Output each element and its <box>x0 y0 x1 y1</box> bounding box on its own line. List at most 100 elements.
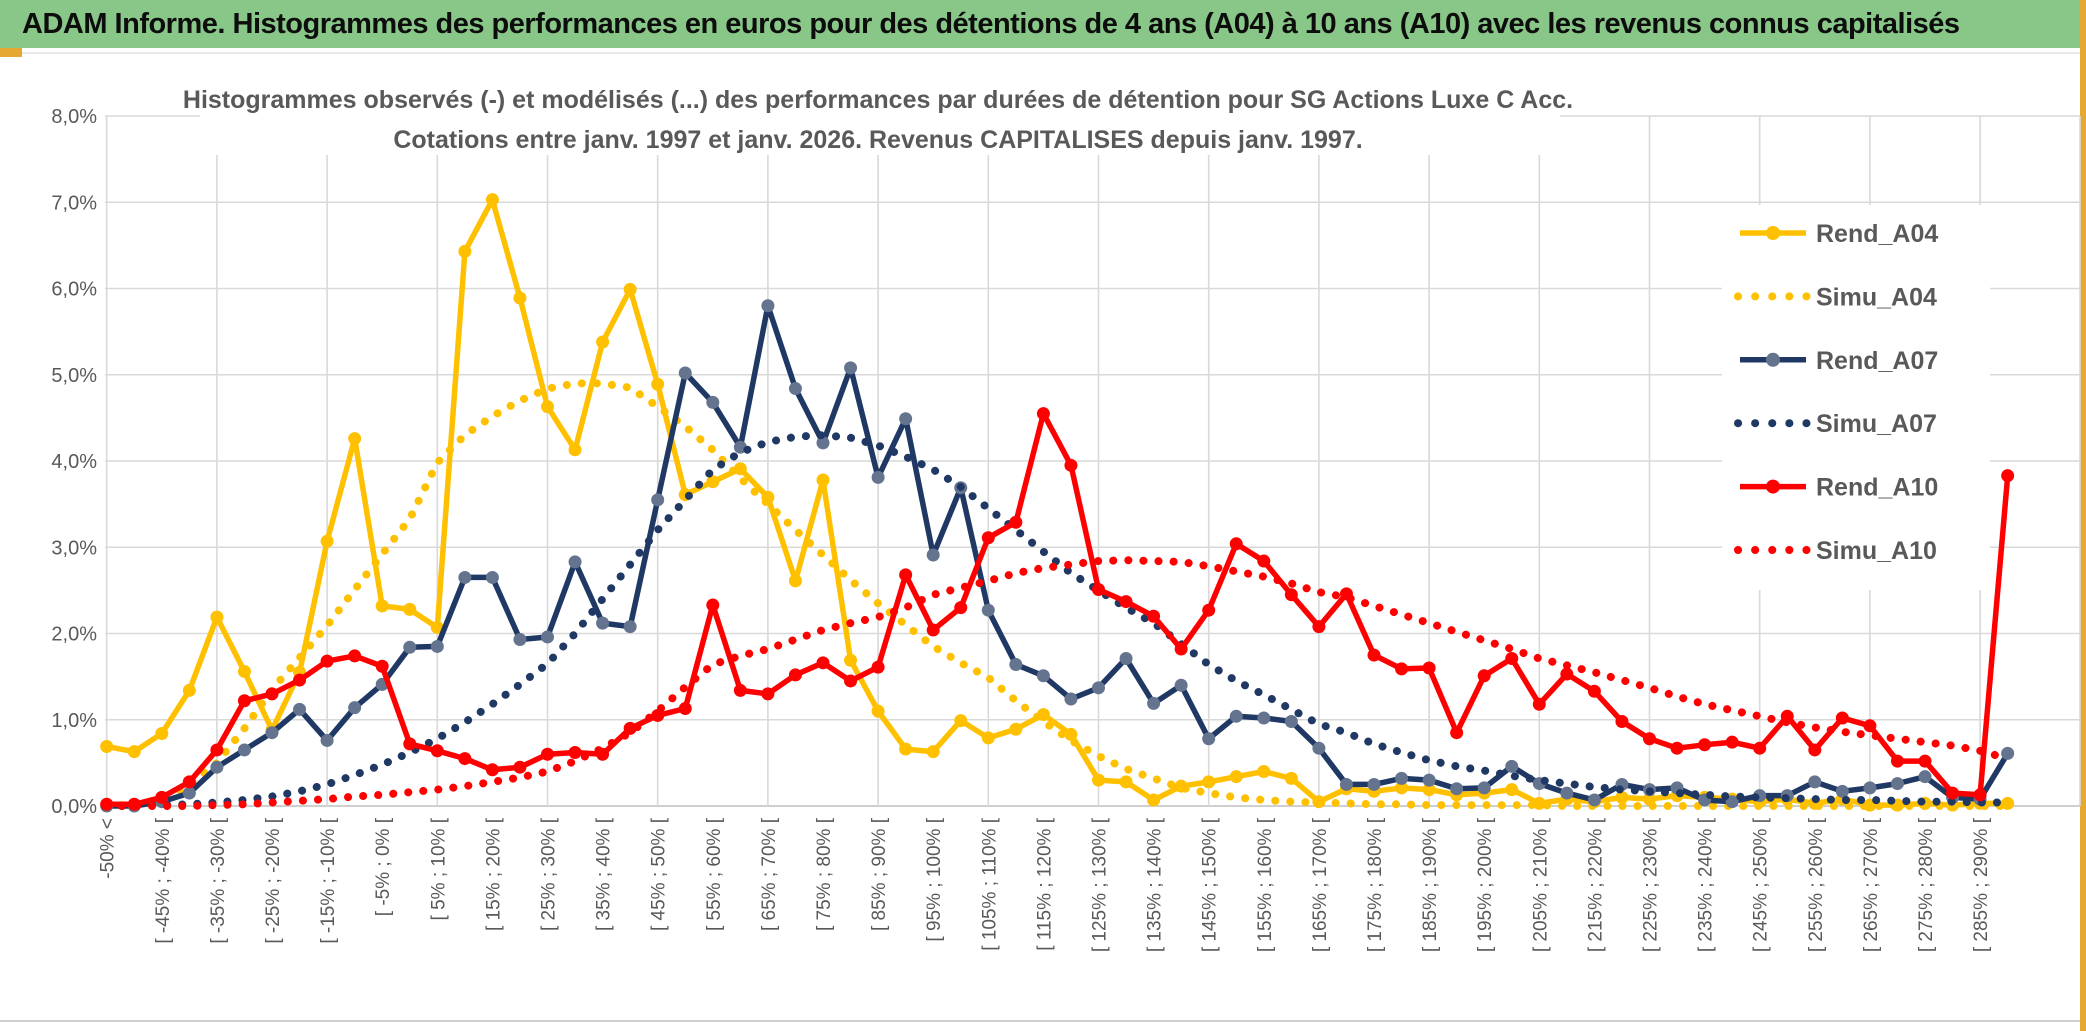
series-Rend_A07-marker <box>623 620 637 634</box>
series-Rend_A10-marker <box>293 673 307 687</box>
series-Rend_A10-marker <box>237 694 251 708</box>
x-tick-label: [ 265% ; 270% [ <box>1861 817 1882 952</box>
series-Rend_A10-marker <box>155 790 169 804</box>
series-Rend_A10-marker <box>733 683 747 697</box>
series-Rend_A10-marker <box>1946 786 1960 800</box>
y-tick-label: 4,0% <box>51 451 97 473</box>
series-Rend_A07-marker <box>816 436 830 450</box>
series-Rend_A04-marker <box>651 377 665 391</box>
series-Rend_A07-marker <box>1009 658 1023 672</box>
legend-marker-swatch <box>1766 479 1780 494</box>
series-Rend_A07-marker <box>1835 784 1849 798</box>
series-Rend_A04-marker <box>100 739 114 753</box>
series-Rend_A07-marker <box>1229 709 1243 723</box>
series-Rend_A07-marker <box>761 299 775 313</box>
series-Rend_A04-marker <box>1615 790 1629 804</box>
series-Rend_A07-marker <box>981 603 995 617</box>
series-Rend_A07-marker <box>1339 777 1353 791</box>
series-Rend_A10-marker <box>513 760 527 774</box>
x-tick-label: -50% < <box>98 818 119 879</box>
series-Rend_A04-marker <box>513 291 527 305</box>
series-Rend_A04-marker <box>541 400 554 414</box>
y-tick-label: 2,0% <box>51 624 97 646</box>
series-Rend_A07-marker <box>320 733 334 747</box>
x-tick-label: [ 95% ; 100% [ <box>924 817 945 941</box>
legend-label: Rend_A10 <box>1816 474 1938 502</box>
series-Rend_A07-marker <box>1284 714 1298 728</box>
series-Rend_A10-marker <box>1147 609 1161 623</box>
series-Rend_A04-marker <box>348 432 362 446</box>
series-Rend_A10-marker <box>1422 661 1436 675</box>
series-Rend_A10-marker <box>1174 642 1188 656</box>
series-Rend_A07-marker <box>1450 782 1464 796</box>
series-Rend_A07-marker <box>182 786 196 800</box>
series-Rend_A07-marker <box>1918 770 1932 784</box>
series-Rend_A10-marker <box>1532 697 1546 711</box>
series-Rend_A07-marker <box>844 361 858 375</box>
x-tick-label: [ -5% ; 0% [ <box>373 817 394 916</box>
series-Rend_A10-marker <box>1670 741 1684 755</box>
series-Rend_A07-marker <box>651 493 665 507</box>
series-Rend_A04-marker <box>1532 796 1546 810</box>
series-Rend_A07-marker <box>430 639 444 653</box>
series-Rend_A04-marker <box>926 745 940 759</box>
series-Rend_A07-marker <box>788 382 802 396</box>
x-tick-label: [ 185% ; 190% [ <box>1420 817 1441 952</box>
series-Rend_A10-marker <box>1615 714 1629 728</box>
series-Rend_A04-marker <box>899 742 913 756</box>
legend-marker-swatch <box>1766 226 1780 240</box>
series-Rend_A10-marker <box>375 659 389 673</box>
series-Rend_A10-marker <box>568 746 582 760</box>
x-tick-label: [ 215% ; 220% [ <box>1585 817 1606 952</box>
series-Rend_A07-marker <box>1863 781 1877 795</box>
series-Rend_A04-marker <box>1284 771 1298 785</box>
series-Rend_A10-marker <box>1808 743 1822 757</box>
x-tick-label: [ -25% ; -20% [ <box>263 817 284 943</box>
series-Rend_A04-marker <box>182 683 196 697</box>
series-Rend_A10-marker <box>1450 726 1464 740</box>
series-Rend_A10-marker <box>265 687 279 701</box>
legend-background <box>1722 205 1990 590</box>
series-Rend_A10-marker <box>1973 788 1987 802</box>
series-Rend_A10-marker <box>430 744 444 758</box>
series-Rend_A04-marker <box>596 335 610 349</box>
title-banner: ADAM Informe. Histogrammes des performan… <box>0 0 2080 48</box>
series-Rend_A07-marker <box>1422 773 1436 787</box>
series-Rend_A10-marker <box>788 668 802 682</box>
x-tick-label: [ 275% ; 280% [ <box>1916 817 1937 952</box>
series-Rend_A10-marker <box>1367 648 1381 662</box>
axis-labels-layer: 8,0% 7,0% 6,0% 5,0% 4,0% 3,0% 2,0% 1,0% 0,0%-50%… <box>51 106 1992 952</box>
series-Rend_A07-marker <box>513 633 527 647</box>
series-Rend_A04-marker <box>127 745 141 759</box>
series-Rend_A07-marker <box>1036 669 1050 683</box>
series-Rend_A07-marker <box>485 570 499 584</box>
series-Rend_A10-marker <box>348 649 362 663</box>
series-Rend_A04-marker <box>568 443 582 457</box>
series-Rend_A10-marker <box>623 721 637 735</box>
chart-legend: Rend_A04 Simu_A04 Rend_A07 Simu_A07 Rend_A10… <box>1722 205 1990 590</box>
x-tick-label: [ 155% ; 160% [ <box>1255 817 1276 952</box>
series-Rend_A04-marker <box>430 620 444 634</box>
x-tick-label: [ 15% ; 20% [ <box>483 817 504 931</box>
chart-title-line2: Cotations entre janv. 1997 et janv. 2026… <box>393 126 1362 154</box>
series-Rend_A10-marker <box>1643 732 1656 746</box>
x-tick-label: [ 135% ; 140% [ <box>1145 817 1166 952</box>
x-tick-label: [ 5% ; 10% [ <box>428 817 449 920</box>
series-Rend_A04-marker <box>375 599 389 613</box>
series-Rend_A10-marker <box>541 747 554 761</box>
series-Rend_A10-marker <box>981 531 995 545</box>
y-tick-label: 3,0% <box>51 537 97 559</box>
series-Rend_A07-marker <box>2001 746 2015 760</box>
series-Rend_A04-marker <box>788 574 802 588</box>
series-Rend_A04-marker <box>733 462 747 476</box>
banner-title: ADAM Informe. Histogrammes des performan… <box>22 7 1960 40</box>
series-Simu_A07-dotted-line <box>102 431 2012 810</box>
series-Rend_A07-marker <box>1174 678 1188 692</box>
x-tick-label: [ -35% ; -30% [ <box>208 817 229 943</box>
series-Rend_A07-marker <box>403 640 417 654</box>
x-tick-label: [ 285% ; 290% [ <box>1971 817 1992 952</box>
series-Rend_A04-marker <box>485 193 499 207</box>
series-Rend_A10-marker <box>899 568 913 582</box>
series-Rend_A07-marker <box>1202 732 1216 746</box>
corner-gold-accent <box>0 48 22 57</box>
